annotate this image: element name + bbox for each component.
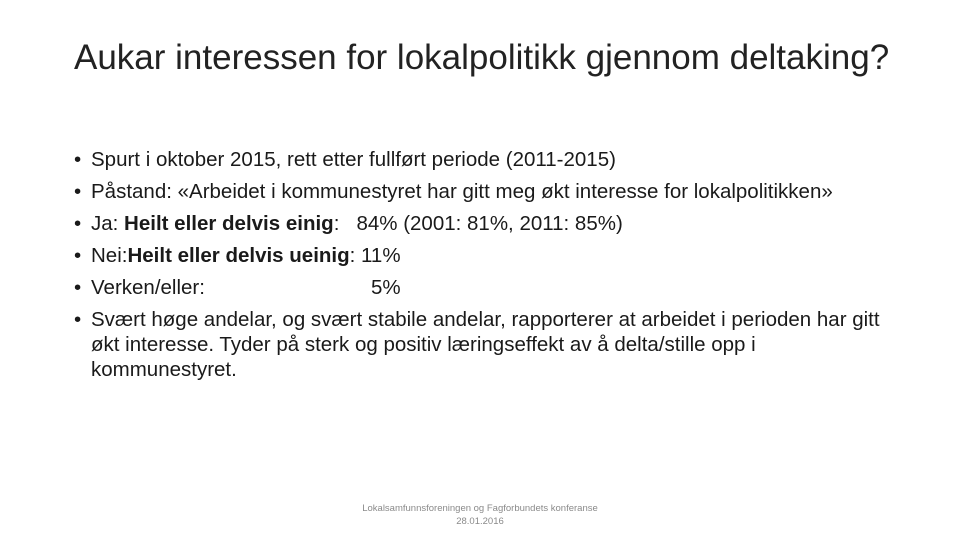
bullet-text: Påstand: «Arbeidet i kommunestyret har g… xyxy=(91,180,833,203)
bullet-list: • Spurt i oktober 2015, rett etter fullf… xyxy=(74,147,904,389)
bullet-item-neither: • Verken/eller: 5% xyxy=(74,275,904,300)
slide-footer: Lokalsamfunnsforeningen og Fagforbundets… xyxy=(300,502,660,528)
bullet-item-conclusion: • Svært høge andelar, og svært stabile a… xyxy=(74,307,904,382)
bullet-prefix: Ja: xyxy=(91,212,125,235)
bullet-item-no: • Nei:Heilt eller delvis ueinig: 11% xyxy=(74,243,904,268)
bullet-item-yes: • Ja: Heilt eller delvis einig: 84% (200… xyxy=(74,211,904,236)
bullet-icon: • xyxy=(74,180,82,203)
bullet-icon: • xyxy=(74,244,82,267)
bullet-prefix: Nei: xyxy=(91,244,128,267)
bullet-text: Svært høge andelar, og svært stabile and… xyxy=(91,308,880,381)
bullet-icon: • xyxy=(74,308,82,331)
bullet-icon: • xyxy=(74,148,82,171)
bullet-icon: • xyxy=(74,276,82,299)
slide-title: Aukar interessen for lokalpolitikk gjenn… xyxy=(74,38,890,77)
bullet-text: Spurt i oktober 2015, rett etter fullfør… xyxy=(91,148,616,171)
footer-date: 28.01.2016 xyxy=(456,516,504,527)
bullet-icon: • xyxy=(74,212,82,235)
bullet-bold-text: Heilt eller delvis einig xyxy=(124,212,334,235)
footer-conference: Lokalsamfunnsforeningen og Fagforbundets… xyxy=(362,503,598,514)
bullet-value: 5% xyxy=(370,276,401,299)
bullet-suffix: : 84% (2001: 81%, 2011: 85%) xyxy=(333,212,623,235)
bullet-bold-text: Heilt eller delvis ueinig xyxy=(127,244,350,267)
bullet-suffix: : 11% xyxy=(349,244,401,267)
bullet-item-survey-date: • Spurt i oktober 2015, rett etter fullf… xyxy=(74,147,904,172)
bullet-prefix: Verken/eller: xyxy=(91,276,205,299)
bullet-item-statement: • Påstand: «Arbeidet i kommunestyret har… xyxy=(74,179,904,204)
